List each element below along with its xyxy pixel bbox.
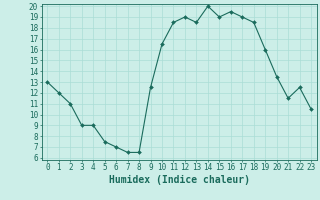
X-axis label: Humidex (Indice chaleur): Humidex (Indice chaleur) — [109, 175, 250, 185]
